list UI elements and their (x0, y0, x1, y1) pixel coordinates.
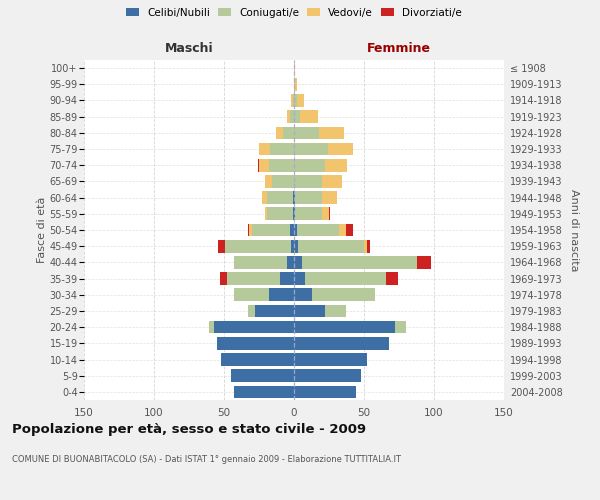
Bar (305, 272, 386, 285)
Bar (265, 175, 272, 188)
Bar (299, 110, 318, 123)
Bar (367, 240, 370, 252)
Bar (294, 159, 325, 172)
Bar (325, 304, 346, 318)
Bar (257, 159, 259, 172)
Bar (265, 208, 268, 220)
Bar (294, 337, 389, 349)
Bar (294, 126, 319, 139)
Bar (294, 208, 295, 220)
Bar (259, 142, 270, 156)
Y-axis label: Fasce di età: Fasce di età (37, 197, 47, 263)
Text: Femmine: Femmine (367, 42, 431, 55)
Bar (234, 256, 287, 268)
Bar (294, 386, 356, 398)
Bar (294, 192, 295, 204)
Bar (322, 208, 329, 220)
Bar (293, 208, 294, 220)
Bar (319, 126, 344, 139)
Text: COMUNE DI BUONABITACOLO (SA) - Dati ISTAT 1° gennaio 2009 - Elaborazione TUTTITA: COMUNE DI BUONABITACOLO (SA) - Dati ISTA… (12, 455, 401, 464)
Bar (294, 175, 322, 188)
Bar (294, 224, 297, 236)
Bar (227, 272, 280, 285)
Bar (294, 110, 299, 123)
Bar (295, 78, 297, 90)
Bar (339, 224, 346, 236)
Bar (294, 288, 312, 301)
Bar (262, 192, 268, 204)
Bar (325, 159, 347, 172)
Bar (297, 94, 304, 107)
Bar (322, 175, 341, 188)
Bar (312, 288, 375, 301)
Bar (255, 304, 294, 318)
Bar (417, 256, 431, 268)
Text: Maschi: Maschi (164, 42, 214, 55)
Bar (217, 337, 294, 349)
Bar (298, 240, 364, 252)
Bar (248, 224, 249, 236)
Y-axis label: Anni di nascita: Anni di nascita (569, 188, 578, 271)
Bar (294, 94, 297, 107)
Bar (294, 353, 367, 366)
Bar (218, 240, 226, 252)
Bar (249, 224, 252, 236)
Bar (322, 192, 337, 204)
Bar (268, 192, 293, 204)
Bar (270, 142, 294, 156)
Bar (268, 208, 293, 220)
Bar (276, 126, 283, 139)
Bar (234, 288, 269, 301)
Bar (280, 272, 294, 285)
Bar (294, 78, 295, 90)
Bar (294, 62, 295, 74)
Bar (287, 110, 290, 123)
Bar (220, 272, 227, 285)
Bar (248, 304, 255, 318)
Bar (295, 192, 322, 204)
Bar (294, 142, 328, 156)
Bar (293, 192, 294, 204)
Bar (294, 256, 302, 268)
Bar (287, 256, 294, 268)
Bar (294, 272, 305, 285)
Bar (259, 159, 269, 172)
Bar (295, 208, 322, 220)
Bar (269, 159, 294, 172)
Bar (294, 304, 325, 318)
Bar (209, 321, 214, 334)
Bar (328, 142, 353, 156)
Bar (395, 321, 406, 334)
Bar (221, 353, 294, 366)
Bar (294, 240, 298, 252)
Bar (346, 224, 353, 236)
Bar (386, 272, 398, 285)
Bar (283, 126, 294, 139)
Bar (294, 370, 361, 382)
Legend: Celibi/Nubili, Coniugati/e, Vedovi/e, Divorziati/e: Celibi/Nubili, Coniugati/e, Vedovi/e, Di… (126, 8, 462, 18)
Bar (291, 240, 294, 252)
Bar (234, 386, 294, 398)
Bar (272, 175, 294, 188)
Bar (302, 256, 417, 268)
Text: Popolazione per età, sesso e stato civile - 2009: Popolazione per età, sesso e stato civil… (12, 422, 366, 436)
Bar (364, 240, 367, 252)
Bar (291, 94, 293, 107)
Bar (231, 370, 294, 382)
Bar (252, 224, 290, 236)
Bar (226, 240, 291, 252)
Bar (290, 110, 294, 123)
Bar (293, 94, 294, 107)
Bar (269, 288, 294, 301)
Bar (294, 321, 395, 334)
Bar (329, 208, 331, 220)
Bar (290, 224, 294, 236)
Bar (297, 224, 339, 236)
Bar (214, 321, 294, 334)
